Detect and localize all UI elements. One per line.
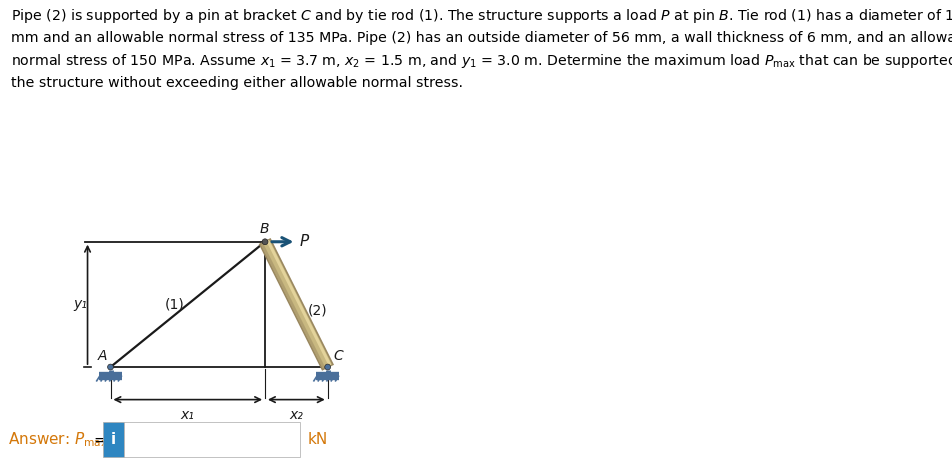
Circle shape: [325, 364, 330, 370]
Text: Answer: $P_\mathrm{max}$: Answer: $P_\mathrm{max}$: [8, 431, 108, 449]
Text: B: B: [260, 222, 268, 236]
Circle shape: [108, 364, 113, 370]
Polygon shape: [261, 243, 326, 369]
Text: =: =: [93, 432, 106, 447]
FancyBboxPatch shape: [124, 422, 300, 457]
Polygon shape: [267, 240, 331, 366]
Text: kN: kN: [307, 432, 327, 447]
Text: i: i: [110, 432, 116, 447]
FancyBboxPatch shape: [103, 422, 124, 457]
Text: (2): (2): [308, 304, 327, 318]
Polygon shape: [260, 239, 333, 369]
Text: P: P: [299, 234, 308, 249]
Circle shape: [262, 239, 268, 244]
Text: (1): (1): [165, 297, 185, 312]
Text: x₂: x₂: [289, 408, 304, 422]
Text: x₁: x₁: [181, 408, 195, 422]
Text: Pipe (2) is supported by a pin at bracket $C$ and by tie rod (1). The structure : Pipe (2) is supported by a pin at bracke…: [11, 6, 952, 90]
Text: y₁: y₁: [73, 297, 87, 312]
Text: A: A: [98, 349, 108, 363]
Text: C: C: [333, 349, 344, 363]
